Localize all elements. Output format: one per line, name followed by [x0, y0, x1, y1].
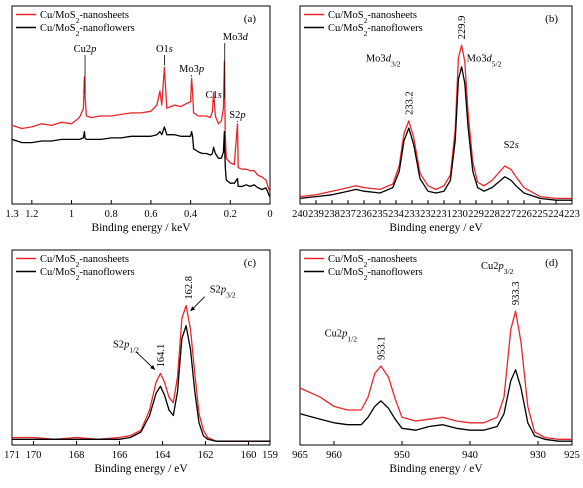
x-tick-label: 1.2	[25, 209, 38, 220]
series-line-nanosheets	[299, 44, 572, 200]
panel-label: (d)	[545, 257, 558, 269]
x-tick-label: 159	[262, 450, 278, 461]
series-line-nanosheets	[11, 60, 271, 193]
peak-annotation: Mo3d5/2	[467, 53, 502, 68]
panel-c: 171 170 168 166 164 162 160 159 Binding energy /…	[4, 249, 278, 475]
x-tick-label: 0.4	[184, 209, 198, 220]
x-tick-label: 0	[267, 209, 272, 220]
x-tick-label: 236	[356, 209, 372, 220]
plot-frame	[299, 5, 573, 205]
legend-entry: Cu/MoS2-nanoflowers	[40, 23, 135, 38]
x-tick-label: 0.2	[224, 209, 237, 220]
series-line-nanoflowers	[299, 369, 572, 442]
x-tick-label: 0.6	[144, 209, 157, 220]
x-tick-label: 162	[198, 450, 214, 461]
x-tick-label: 950	[394, 450, 410, 461]
x-tick-label: 171	[4, 450, 20, 461]
x-tick-label: 160	[241, 450, 257, 461]
x-tick-label: 166	[112, 450, 128, 461]
plot-frame	[299, 249, 573, 446]
x-tick-label: 239	[308, 209, 324, 220]
x-tick-label: 233	[404, 209, 420, 220]
peak-value-label: 229.9	[457, 16, 468, 40]
peak-annotation: O1s	[156, 44, 173, 55]
peak-annotation: Cu2p	[74, 44, 97, 55]
x-axis-label: Binding energy / eV	[389, 463, 483, 475]
x-tick-label: 231	[436, 209, 452, 220]
legend-entry: Cu/MoS2-nanoflowers	[328, 23, 423, 38]
peak-annotation: S2p1/2	[113, 340, 139, 355]
peak-value-label: 953.1	[376, 336, 387, 360]
x-axis-label: Binding energy / eV	[94, 463, 188, 475]
x-axis-label: Binding energy / eV	[389, 222, 483, 234]
x-tick-label: 237	[340, 209, 356, 220]
series-line-nanoflowers	[11, 126, 271, 198]
peak-annotation: Cu2p1/2	[325, 329, 358, 344]
panel-label: (a)	[244, 13, 257, 25]
peak-value-label: 233.2	[404, 91, 415, 115]
panel-d: 965 960 950 940 930 925 Binding energy / eV (d)…	[292, 249, 580, 475]
legend-entry: Cu/MoS2-nanosheets	[40, 254, 129, 269]
panel-a: 1.3 1.2 1 0.8 0.6 0.4 0.2 0 Binding energy / keV…	[5, 5, 273, 234]
peak-annotation: S2s	[504, 140, 519, 151]
peak-arrow-head	[150, 365, 155, 370]
x-axis-label: Binding energy / keV	[91, 222, 191, 234]
peak-arrow-head	[190, 306, 196, 312]
legend-entry: Cu/MoS2-nanoflowers	[328, 267, 423, 282]
x-tick-label: 168	[69, 450, 85, 461]
x-tick-label: 226	[516, 209, 532, 220]
series-line-nanoflowers	[299, 66, 572, 201]
legend-entry: Cu/MoS2-nanosheets	[328, 10, 417, 25]
peak-value-label: 164.1	[156, 344, 167, 368]
panel-label: (c)	[244, 257, 257, 269]
peak-annotation: Cu2p3/2	[481, 261, 514, 276]
x-tick-label: 235	[372, 209, 388, 220]
x-tick-label: 230	[452, 209, 468, 220]
x-tick-label: 0.8	[105, 209, 118, 220]
legend-entry: Cu/MoS2-nanoflowers	[40, 267, 135, 282]
peak-annotation: Mo3d	[223, 32, 249, 43]
x-tick-label: 228	[484, 209, 500, 220]
x-tick-label: 225	[532, 209, 548, 220]
x-tick-label: 930	[530, 450, 546, 461]
x-tick-label: 1	[69, 209, 74, 220]
x-tick-label: 223	[564, 209, 580, 220]
x-tick-label: 960	[326, 450, 342, 461]
series-line-nanoflowers	[12, 325, 270, 442]
peak-value-label: 162.8	[184, 276, 195, 300]
x-tick-label: 227	[500, 209, 516, 220]
x-tick-label: 940	[462, 450, 478, 461]
series-line-nanosheets	[12, 304, 270, 442]
x-tick-label: 965	[292, 450, 308, 461]
peak-annotation: S2p	[229, 110, 245, 121]
x-tick-label: 925	[564, 450, 580, 461]
panel-b: 240 239 238 237 236 235 234 233 232 231 230 229 228 2…	[292, 5, 580, 234]
legend-entry: Cu/MoS2-nanosheets	[40, 10, 129, 25]
peak-annotation: C1s	[205, 90, 221, 101]
peak-value-label: 933.3	[511, 281, 522, 305]
x-tick-label: 238	[324, 209, 340, 220]
peak-annotation: Mo3d3/2	[366, 53, 401, 68]
peak-annotation: Mo3p	[179, 64, 204, 75]
x-tick-label: 224	[548, 209, 565, 220]
x-tick-label: 240	[292, 209, 308, 220]
peak-annotation: S2p3/2	[210, 285, 236, 300]
x-tick-label: 232	[420, 209, 436, 220]
x-tick-label: 164	[155, 450, 172, 461]
x-tick-label: 229	[468, 209, 484, 220]
x-tick-label: 170	[26, 450, 42, 461]
legend-entry: Cu/MoS2-nanosheets	[328, 254, 417, 269]
x-tick-label: 234	[388, 209, 405, 220]
x-tick-label: 1.3	[5, 209, 18, 220]
plot-frame	[11, 249, 271, 446]
plot-frame	[11, 5, 271, 205]
series-line-nanosheets	[299, 310, 572, 440]
panel-label: (b)	[545, 13, 558, 25]
